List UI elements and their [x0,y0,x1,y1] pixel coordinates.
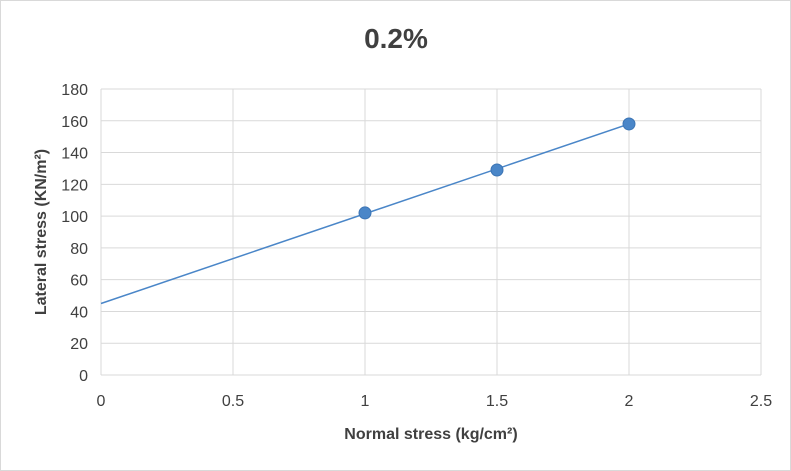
x-tick-label: 0 [97,393,106,410]
data-point [358,206,372,220]
x-axis-label: Normal stress (kg/cm²) [344,426,517,443]
x-tick-label: 1.5 [486,393,508,410]
x-tick-label: 0.5 [222,393,244,410]
x-tick-label: 2 [625,393,634,410]
y-tick-label: 40 [70,304,88,321]
y-tick-label: 100 [61,209,88,226]
y-tick-label: 60 [70,273,88,290]
y-tick-label: 160 [61,114,88,131]
tick-labels: 0 20 40 60 80 100 120 140 160 180 0 0.5 1 1.5 2 2.5 [61,82,772,410]
chart-title: 0.2% [364,23,428,54]
y-tick-label: 80 [70,241,88,258]
x-tick-label: 2.5 [750,393,772,410]
y-tick-label: 0 [79,368,88,385]
y-tick-label: 20 [70,336,88,353]
y-tick-label: 180 [61,82,88,99]
data-point [622,117,636,131]
y-tick-label: 140 [61,146,88,163]
data-point [490,163,504,177]
y-tick-label: 120 [61,177,88,194]
data-series [100,117,636,305]
y-axis-label: Lateral stress (KN/m²) [33,149,50,315]
gridlines [100,88,762,376]
x-tick-label: 1 [361,393,370,410]
